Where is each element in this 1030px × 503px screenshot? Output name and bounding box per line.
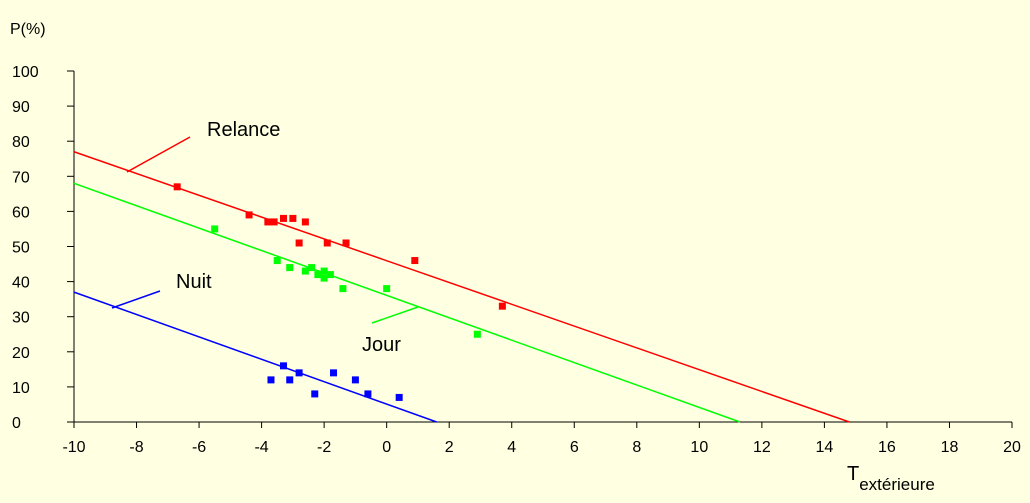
y-tick-label: 100: [12, 64, 39, 81]
data-point-relance: [173, 183, 181, 191]
data-point-relance: [411, 257, 419, 265]
data-point-jour: [211, 225, 219, 233]
y-tick-label: 0: [12, 415, 21, 432]
series-labels: Relance Jour Nuit: [111, 119, 419, 356]
y-tick-label: 70: [12, 169, 30, 186]
x-tick-label: 10: [690, 439, 708, 456]
data-point-nuit: [364, 390, 372, 398]
x-tick-label: 14: [816, 439, 834, 456]
x-tick-label: 12: [753, 439, 771, 456]
data-point-jour: [308, 264, 316, 272]
leader-line-relance: [126, 136, 191, 173]
data-point-jour: [286, 264, 294, 272]
tick-group: 0 10 20 30 40 50 60 70 80 90 100 -10 -8 -6 -4 -2 0 2 4 6 8 10…: [12, 64, 1021, 456]
x-tick-label: -2: [317, 439, 331, 456]
data-point-jour: [326, 271, 334, 279]
x-tick-label: 18: [941, 439, 959, 456]
data-point-nuit: [267, 376, 275, 384]
data-point-jour: [473, 330, 481, 338]
x-tick-label: 2: [445, 439, 454, 456]
fit-line-nuit: [73, 291, 437, 423]
y-tick-label: 20: [12, 345, 30, 362]
x-tick-label: -8: [129, 439, 143, 456]
data-point-jour: [273, 257, 281, 265]
data-point-relance: [279, 214, 287, 222]
x-axis-title-sub: extérieure: [859, 475, 935, 494]
y-tick-label: 30: [12, 310, 30, 327]
data-point-jour: [339, 285, 347, 293]
data-point-jour: [320, 267, 328, 275]
y-tick-label: 40: [12, 275, 30, 292]
y-tick-label: 90: [12, 99, 30, 116]
x-tick-label: -6: [192, 439, 206, 456]
data-point-nuit: [351, 376, 359, 384]
data-point-relance: [323, 239, 331, 247]
x-tick-label: 4: [507, 439, 516, 456]
y-tick-label: 50: [12, 240, 30, 257]
x-axis-title: Textérieure: [847, 463, 935, 494]
x-tick-label: -4: [254, 439, 268, 456]
series-label-nuit: Nuit: [176, 271, 212, 293]
data-point-relance: [342, 239, 350, 247]
data-point-relance: [498, 302, 506, 310]
data-point-jour: [383, 285, 391, 293]
data-point-relance: [301, 218, 309, 226]
fit-line-relance: [73, 151, 850, 423]
data-point-nuit: [279, 362, 287, 370]
y-tick-label: 60: [12, 204, 30, 221]
x-tick-label: -10: [62, 439, 85, 456]
x-tick-label: 20: [1003, 439, 1021, 456]
x-tick-label: 16: [878, 439, 896, 456]
y-axis-title: P(%): [10, 21, 46, 38]
data-point-nuit: [286, 376, 294, 384]
fit-line-jour: [73, 182, 741, 423]
x-tick-label: 0: [382, 439, 391, 456]
data-point-nuit: [330, 369, 338, 377]
data-point-relance: [295, 239, 303, 247]
data-point-relance: [270, 218, 278, 226]
data-point-jour: [314, 271, 322, 279]
x-tick-label: 8: [632, 439, 641, 456]
y-tick-label: 80: [12, 134, 30, 151]
data-point-relance: [245, 211, 253, 219]
leader-line-nuit: [111, 290, 161, 309]
data-point-jour: [301, 267, 309, 275]
series-label-jour: Jour: [362, 334, 401, 356]
data-point-relance: [264, 218, 272, 226]
fit-lines: [73, 151, 850, 423]
data-point-nuit: [395, 393, 403, 401]
leader-line-jour: [371, 306, 419, 324]
data-points: [173, 183, 506, 401]
y-tick-label: 10: [12, 380, 30, 397]
data-point-relance: [289, 214, 297, 222]
x-tick-label: 6: [570, 439, 579, 456]
series-label-relance: Relance: [207, 119, 280, 141]
data-point-nuit: [295, 369, 303, 377]
x-axis-title-main: T: [847, 463, 859, 485]
data-point-nuit: [311, 390, 319, 398]
data-point-jour: [320, 274, 328, 282]
